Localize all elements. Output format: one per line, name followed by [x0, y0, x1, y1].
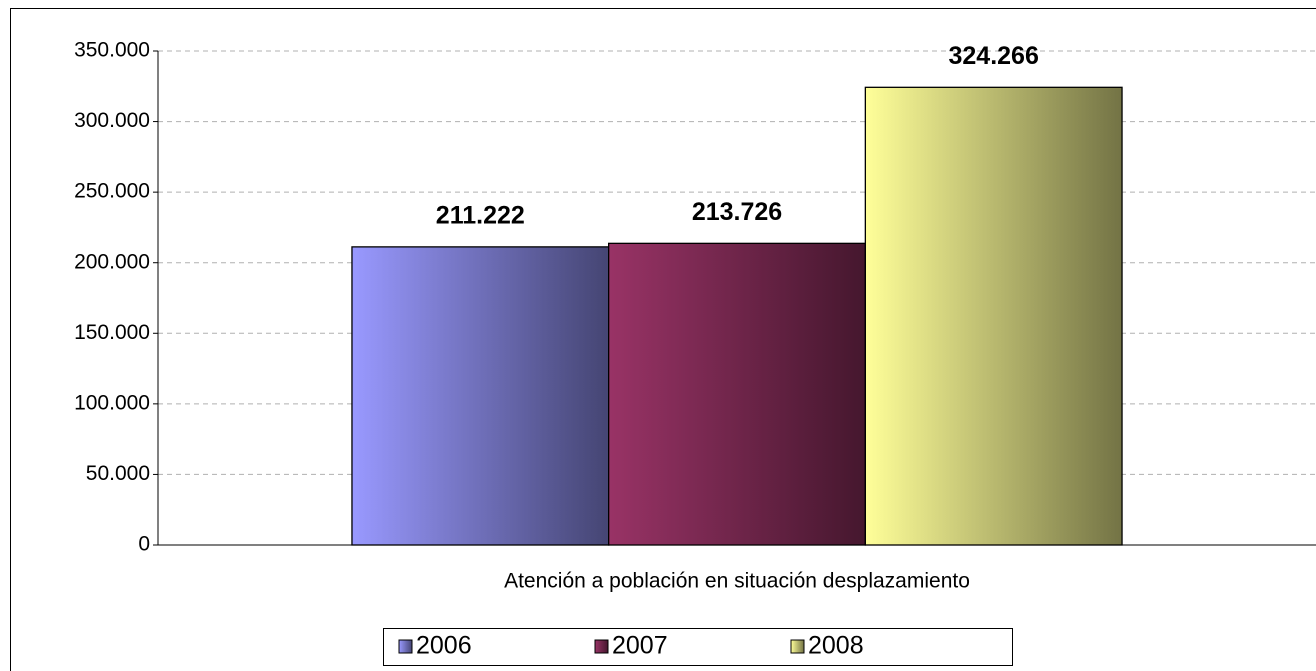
- legend-box: [383, 628, 1013, 666]
- data-label: 211.222: [436, 201, 525, 229]
- x-tick-label: Atención a población en situación despla…: [504, 570, 970, 593]
- legend-swatch: [594, 639, 609, 654]
- data-label: 324.266: [949, 42, 1039, 70]
- y-tick-label: 50.000: [86, 462, 150, 485]
- y-tick-label: 300.000: [74, 109, 150, 132]
- y-tick-label: 200.000: [74, 250, 150, 273]
- y-tick-label: 0: [138, 533, 150, 556]
- data-label: 213.726: [692, 198, 782, 226]
- y-tick-label: 100.000: [74, 391, 150, 414]
- bar: [351, 246, 610, 546]
- bar: [608, 242, 866, 546]
- bar: [864, 86, 1123, 546]
- y-tick-label: 150.000: [74, 321, 150, 344]
- y-tick-label: 250.000: [74, 180, 150, 203]
- legend-swatch: [398, 639, 413, 654]
- legend-label: 2007: [612, 632, 668, 660]
- legend-swatch: [790, 639, 805, 654]
- y-tick-label: 350.000: [74, 39, 150, 62]
- legend-label: 2008: [808, 632, 864, 660]
- legend-label: 2006: [416, 632, 472, 660]
